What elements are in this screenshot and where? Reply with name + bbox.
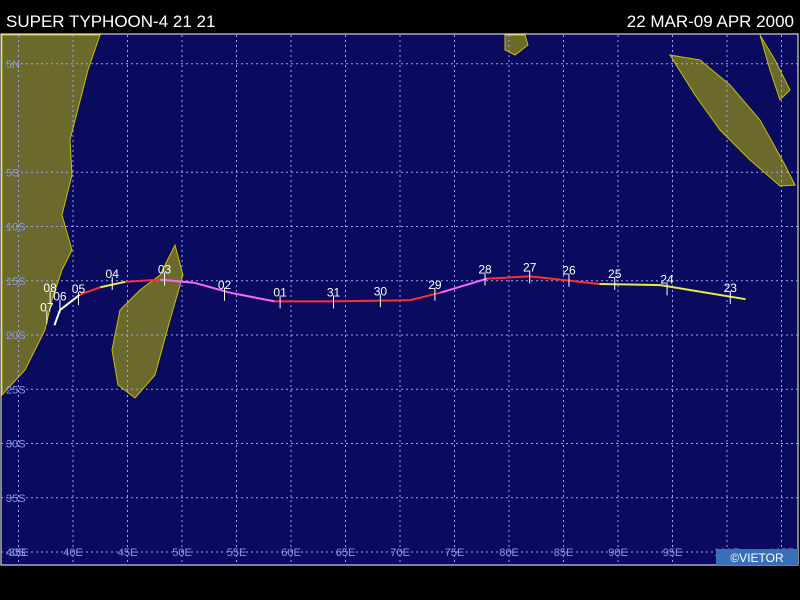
lon-label: 65E (336, 547, 356, 559)
lon-label: 75E (445, 547, 465, 559)
track-segment (53, 309, 61, 326)
lon-label: 45E (118, 547, 138, 559)
africa (1, 34, 101, 397)
date-label: 01 (273, 285, 287, 299)
lon-label: 35E (9, 547, 29, 559)
title: SUPER TYPHOON-4 21 21 (6, 12, 215, 31)
land (1, 34, 796, 399)
credit-box (716, 549, 798, 565)
lon-label: 70E (390, 547, 410, 559)
credit: ©VIETOR (730, 551, 784, 565)
date-label: 27 (523, 260, 537, 274)
date-label: 03 (158, 263, 172, 277)
date-label: 07 (40, 301, 54, 315)
date-label: 28 (478, 263, 492, 277)
lat-label: 20S (6, 330, 26, 342)
lat-label: 5S (6, 167, 19, 179)
date-label: 04 (106, 267, 120, 281)
lon-label: 55E (227, 547, 247, 559)
track-segment (487, 275, 530, 280)
track-segment (59, 294, 81, 311)
lat-label: 15S (6, 276, 26, 288)
track-segment (100, 280, 126, 289)
lon-label: 50E (172, 547, 192, 559)
date-label: 02 (218, 278, 232, 292)
lat-label: 25S (6, 384, 26, 396)
lat-label: 10S (6, 222, 26, 234)
track-segment (599, 283, 661, 287)
track-segment (160, 278, 196, 284)
track-segment (229, 291, 275, 303)
track-segment (699, 290, 746, 301)
lon-label: 60E (281, 547, 301, 559)
lat-label: 40S (6, 547, 26, 559)
date-range: 22 MAR-09 APR 2000 (627, 12, 794, 31)
date-label: 08 (43, 281, 57, 295)
date-label: 05 (72, 282, 86, 296)
lat-label: 30S (6, 439, 26, 451)
track-segment (330, 299, 410, 303)
malaya (759, 34, 791, 101)
date-label: 25 (608, 267, 622, 281)
madagascar (111, 243, 184, 399)
date-label: 24 (660, 272, 674, 286)
lat-label: 35S (6, 493, 26, 505)
date-label: 30 (374, 284, 388, 298)
track-segment (79, 286, 101, 296)
lat-label: 5N (6, 59, 20, 71)
lon-label: 80E (499, 547, 519, 559)
track-segment (125, 278, 161, 283)
track-segment (440, 277, 488, 294)
date-label: 31 (327, 285, 341, 299)
date-label: 06 (53, 290, 67, 304)
sumatra (668, 54, 796, 187)
track-segment (529, 275, 561, 281)
track-segment (560, 278, 600, 285)
lon-label: 40E (63, 547, 83, 559)
lon-label: 90E (608, 547, 628, 559)
date-label: 23 (724, 281, 738, 295)
lon-label: 95E (663, 547, 683, 559)
lon-label: 85E (554, 547, 574, 559)
island (504, 34, 529, 56)
date-label: 26 (562, 264, 576, 278)
date-label: 29 (428, 278, 442, 292)
